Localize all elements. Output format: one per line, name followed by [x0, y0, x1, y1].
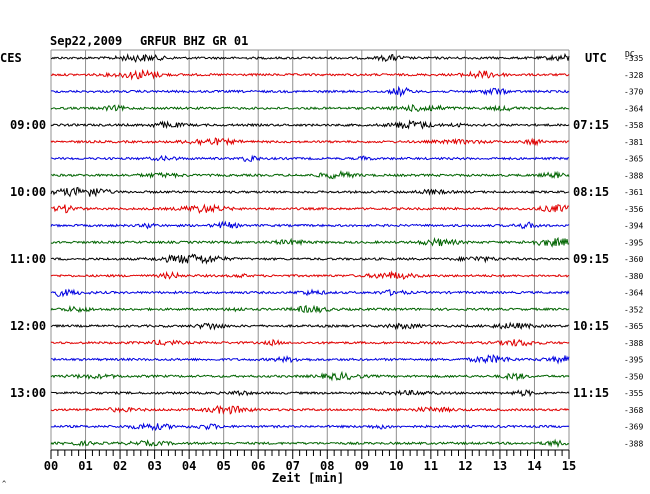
- trace-row: [50, 119, 570, 130]
- dc-value: -395: [624, 238, 643, 247]
- right-timezone-label: UTC: [585, 51, 607, 65]
- dc-value: -368: [624, 406, 643, 415]
- dc-value: -380: [624, 272, 643, 281]
- dc-value: -388: [624, 339, 643, 348]
- x-tick-label: 12: [458, 459, 472, 473]
- x-tick-label: 09: [355, 459, 369, 473]
- station-label: GRFUR BHZ GR 01: [140, 34, 248, 48]
- trace-row: [51, 85, 570, 98]
- dc-value: -364: [624, 104, 643, 113]
- grid-lines: [50, 49, 570, 450]
- left-time-label: 12:00: [10, 319, 46, 333]
- dc-value: -361: [624, 188, 643, 197]
- left-time-labels: 09:00 10:00 11:00 12:00 13:00: [10, 118, 46, 400]
- trace-row: [50, 422, 570, 432]
- trace-row: [50, 137, 570, 147]
- x-tick-label: 04: [182, 459, 196, 473]
- x-tick-label: 07: [286, 459, 300, 473]
- x-tick-label: 08: [320, 459, 334, 473]
- date-label: Sep22,2009: [50, 34, 122, 48]
- dc-value: -381: [624, 138, 643, 147]
- x-tick-label: 03: [147, 459, 161, 473]
- dc-value: -370: [624, 88, 643, 97]
- dc-value: -365: [624, 322, 643, 331]
- dc-value: -360: [624, 255, 643, 264]
- trace-row: [50, 68, 570, 81]
- seismogram-traces: [50, 52, 570, 449]
- dc-header-label: DC: [625, 50, 635, 59]
- x-tick-label: 10: [389, 459, 403, 473]
- trace-row: [50, 404, 570, 415]
- left-timezone-label: CES: [0, 51, 22, 65]
- trace-row: [50, 186, 570, 198]
- dc-value: -395: [624, 356, 643, 365]
- x-axis: 00 01 02 03 04 05 06 07 08 09 10 11 12 13 14 15: [44, 449, 576, 473]
- trace-row: [50, 154, 569, 162]
- trace-row: [50, 389, 570, 398]
- trace-row: [50, 438, 570, 449]
- trace-row: [50, 304, 570, 314]
- left-time-label: 11:00: [10, 252, 46, 266]
- x-axis-title: Zeit [min]: [272, 471, 344, 485]
- trace-row: [50, 270, 570, 280]
- dc-value: -388: [624, 439, 643, 448]
- dc-value: -365: [624, 155, 643, 164]
- x-tick-label: 06: [251, 459, 265, 473]
- right-time-labels: 07:15 08:15 09:15 10:15 11:15: [573, 118, 609, 400]
- dc-value: -364: [624, 289, 643, 298]
- dc-value: -358: [624, 121, 643, 130]
- x-tick-label: 14: [527, 459, 541, 473]
- x-tick-label: 05: [216, 459, 230, 473]
- trace-row: [50, 203, 570, 215]
- trace-row: [50, 236, 569, 248]
- x-tick-label: 01: [78, 459, 92, 473]
- trace-row: [50, 338, 570, 347]
- dc-value: -369: [624, 423, 643, 432]
- dc-value-labels: -335 -328 -370 -364 -358 -381 -365 -388 -361 -356…: [624, 54, 643, 448]
- dc-value: -335: [624, 54, 643, 63]
- dc-value: -350: [624, 372, 643, 381]
- corner-mark: ^: [2, 480, 6, 488]
- right-time-label: 10:15: [573, 319, 609, 333]
- trace-row: [50, 353, 570, 365]
- trace-row: [50, 103, 570, 113]
- trace-row: [50, 170, 570, 180]
- trace-row: [50, 370, 570, 382]
- trace-row: [50, 220, 570, 230]
- left-time-label: 10:00: [10, 185, 46, 199]
- dc-value: -356: [624, 205, 643, 214]
- trace-row: [50, 52, 570, 63]
- dc-value: -352: [624, 305, 643, 314]
- trace-row: [50, 321, 570, 331]
- x-tick-label: 00: [44, 459, 58, 473]
- left-time-label: 13:00: [10, 386, 46, 400]
- trace-row: [50, 288, 570, 298]
- dc-value: -328: [624, 71, 643, 80]
- left-time-label: 09:00: [10, 118, 46, 132]
- dc-value: -355: [624, 389, 643, 398]
- right-time-label: 08:15: [573, 185, 609, 199]
- x-tick-label: 13: [493, 459, 507, 473]
- right-time-label: 11:15: [573, 386, 609, 400]
- dc-value: -388: [624, 171, 643, 180]
- trace-row: [50, 253, 570, 265]
- x-tick-label: 15: [562, 459, 576, 473]
- right-time-label: 07:15: [573, 118, 609, 132]
- x-tick-label: 11: [424, 459, 438, 473]
- dc-value: -394: [624, 222, 643, 231]
- right-time-label: 09:15: [573, 252, 609, 266]
- x-tick-label: 02: [113, 459, 127, 473]
